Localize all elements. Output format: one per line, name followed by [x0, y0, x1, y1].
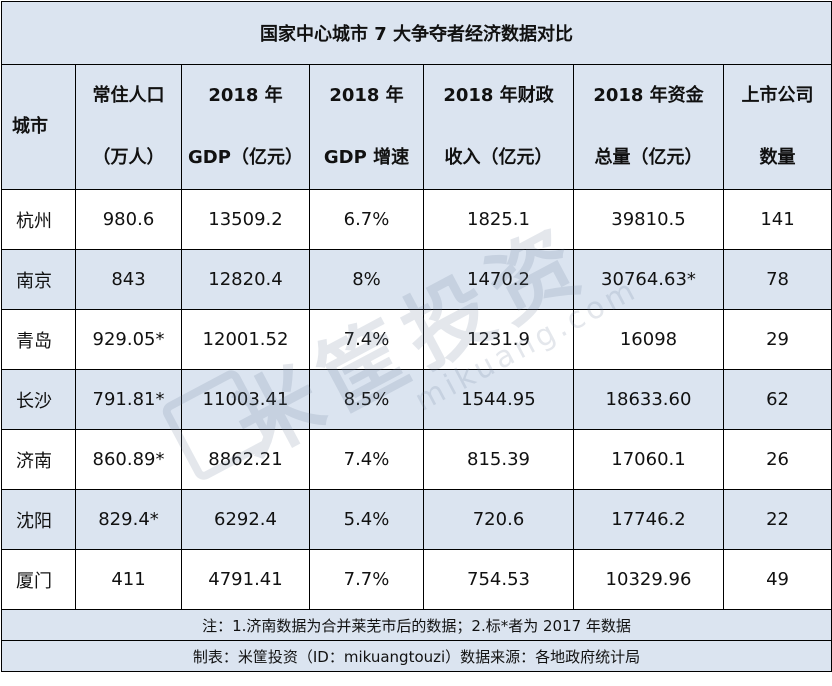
table-row: 济南 860.89* 8862.21 7.4% 815.39 17060.1 26: [1, 429, 832, 490]
value-cell: 8%: [309, 249, 424, 310]
column-header: 2018 年 GDP（亿元）: [181, 64, 310, 190]
column-header-line1: 上市公司: [741, 85, 814, 106]
value-cell: 78: [722, 249, 832, 310]
column-header-line1: 2018 年: [208, 85, 283, 106]
column-header-line1: 城市: [12, 116, 48, 137]
city-cell: 杭州: [1, 189, 76, 250]
value-cell: 815.39: [423, 429, 574, 490]
table-row: 南京 843 12820.4 8% 1470.2 30764.63* 78: [1, 249, 832, 310]
column-header-line1: 2018 年财政: [443, 85, 554, 106]
value-cell: 1544.95: [423, 369, 574, 430]
column-header: 城市: [1, 64, 76, 190]
value-cell: 720.6: [423, 489, 574, 550]
header-row: 城市 常住人口 （万人） 2018 年 GDP（亿元） 2018 年 GDP 增速 2018 …: [1, 64, 832, 190]
value-cell: 411: [75, 549, 182, 610]
city-comparison-table: 国家中心城市 7 大争夺者经济数据对比 城市 常住人口 （万人） 2018 年 GDP（…: [0, 1, 832, 672]
value-cell: 1825.1: [423, 189, 574, 250]
city-cell: 沈阳: [1, 489, 76, 550]
column-header-line1: 2018 年资金: [593, 85, 704, 106]
column-header-line1: 常住人口: [92, 85, 165, 106]
value-cell: 829.4*: [75, 489, 182, 550]
value-cell: 62: [722, 369, 832, 430]
table-row: 杭州 980.6 13509.2 6.7% 1825.1 39810.5 141: [1, 189, 832, 250]
value-cell: 30764.63*: [573, 249, 724, 310]
value-cell: 17746.2: [573, 489, 724, 550]
value-cell: 791.81*: [75, 369, 182, 430]
table-note: 注：1.济南数据为合并莱芜市后的数据；2.标*者为 2017 年数据: [0, 609, 832, 641]
value-cell: 7.7%: [309, 549, 424, 610]
value-cell: 141: [722, 189, 832, 250]
value-cell: 6292.4: [181, 489, 310, 550]
column-header-line2: 总量（亿元）: [594, 147, 703, 168]
city-cell: 南京: [1, 249, 76, 310]
value-cell: 26: [722, 429, 832, 490]
value-cell: 929.05*: [75, 309, 182, 370]
value-cell: 980.6: [75, 189, 182, 250]
value-cell: 18633.60: [573, 369, 724, 430]
value-cell: 754.53: [423, 549, 574, 610]
value-cell: 29: [722, 309, 832, 370]
table-row: 青岛 929.05* 12001.52 7.4% 1231.9 16098 29: [1, 309, 832, 370]
column-header-line1: 2018 年: [329, 85, 404, 106]
column-header-line2: 数量: [759, 147, 796, 168]
city-cell: 长沙: [1, 369, 76, 430]
value-cell: 5.4%: [309, 489, 424, 550]
value-cell: 10329.96: [573, 549, 724, 610]
value-cell: 7.4%: [309, 309, 424, 370]
value-cell: 12820.4: [181, 249, 310, 310]
value-cell: 17060.1: [573, 429, 724, 490]
column-header-line2: GDP（亿元）: [188, 147, 303, 168]
column-header: 常住人口 （万人）: [75, 64, 182, 190]
column-header-line2: GDP 增速: [323, 147, 410, 168]
table-title: 国家中心城市 7 大争夺者经济数据对比: [0, 1, 832, 65]
value-cell: 843: [75, 249, 182, 310]
column-header: 2018 年财政 收入（亿元）: [423, 64, 574, 190]
value-cell: 4791.41: [181, 549, 310, 610]
column-header: 2018 年资金 总量（亿元）: [573, 64, 724, 190]
value-cell: 8862.21: [181, 429, 310, 490]
value-cell: 13509.2: [181, 189, 310, 250]
value-cell: 8.5%: [309, 369, 424, 430]
column-header-line2: 收入（亿元）: [444, 147, 553, 168]
value-cell: 1231.9: [423, 309, 574, 370]
table-row: 沈阳 829.4* 6292.4 5.4% 720.6 17746.2 22: [1, 489, 832, 550]
city-cell: 青岛: [1, 309, 76, 370]
value-cell: 860.89*: [75, 429, 182, 490]
column-header: 上市公司 数量: [722, 64, 832, 190]
value-cell: 22: [722, 489, 832, 550]
column-header-line2: （万人）: [92, 147, 165, 168]
city-cell: 厦门: [1, 549, 76, 610]
value-cell: 7.4%: [309, 429, 424, 490]
table-body: 杭州 980.6 13509.2 6.7% 1825.1 39810.5 141 南京 843 1…: [1, 189, 832, 610]
value-cell: 6.7%: [309, 189, 424, 250]
table-credit: 制表：米筐投资（ID：mikuangtouzi）数据来源：各地政府统计局: [0, 640, 832, 672]
table-row: 厦门 411 4791.41 7.7% 754.53 10329.96 49: [1, 549, 832, 610]
value-cell: 11003.41: [181, 369, 310, 430]
value-cell: 49: [722, 549, 832, 610]
column-header: 2018 年 GDP 增速: [309, 64, 424, 190]
value-cell: 39810.5: [573, 189, 724, 250]
value-cell: 12001.52: [181, 309, 310, 370]
table-row: 长沙 791.81* 11003.41 8.5% 1544.95 18633.60 62: [1, 369, 832, 430]
value-cell: 16098: [573, 309, 724, 370]
city-cell: 济南: [1, 429, 76, 490]
value-cell: 1470.2: [423, 249, 574, 310]
